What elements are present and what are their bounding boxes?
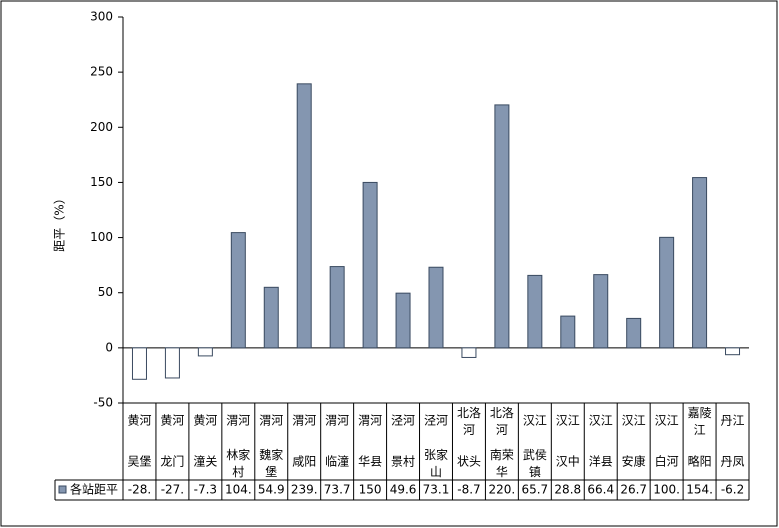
value-label: -27. (161, 483, 184, 497)
category-label: 状头 (457, 455, 481, 469)
category-label: 魏家堡 (259, 447, 283, 479)
value-label: 66.4 (587, 483, 614, 497)
value-label: 28.8 (554, 483, 581, 497)
category-label: 汉江 (589, 414, 613, 428)
category-label: 龙门 (160, 454, 184, 469)
category-label: 汉江 (556, 414, 580, 428)
bar (329, 266, 345, 349)
value-label: 73.1 (423, 483, 450, 497)
value-label: 220. (489, 483, 516, 497)
bar (527, 274, 543, 349)
bar (560, 315, 576, 349)
bar (725, 347, 741, 356)
category-label: 黄河 (127, 414, 151, 428)
y-tick-label: 200 (90, 120, 113, 134)
legend-label: 各站距平 (70, 482, 118, 497)
value-label: 26.7 (620, 483, 647, 497)
category-label: 吴堡 (127, 454, 151, 469)
category-label: 渭河 (292, 414, 316, 428)
bar (296, 83, 312, 349)
bar (230, 232, 246, 349)
category-label: 汉江 (655, 414, 679, 428)
y-tick-label: 250 (90, 65, 113, 79)
category-label: 武侯镇 (523, 448, 547, 479)
y-tick-label: 50 (98, 285, 113, 299)
category-label: 黄河 (160, 414, 184, 428)
category-label: 咸阳 (292, 455, 316, 469)
y-tick-label: -50 (93, 396, 113, 410)
bar (494, 104, 510, 349)
category-label: 汉中 (556, 454, 580, 469)
bar (659, 236, 675, 349)
category-label: 汉江 (523, 414, 547, 428)
category-label: 白河 (655, 454, 679, 469)
category-label: 渭河 (358, 414, 382, 428)
value-label: 73.7 (324, 483, 351, 497)
bar (362, 181, 378, 349)
category-label: 丹凤 (721, 455, 745, 469)
legend-swatch (58, 485, 67, 494)
category-label: 渭河 (226, 414, 250, 428)
bar (593, 274, 609, 349)
value-label: -7.3 (194, 483, 217, 497)
value-label: 154. (686, 483, 713, 497)
bar (164, 347, 180, 379)
value-label: 100. (653, 483, 680, 497)
category-label: 林家村 (226, 447, 250, 479)
bar (461, 347, 477, 358)
bar (692, 177, 708, 349)
category-label: 泾河 (424, 414, 448, 428)
category-label: 渭河 (259, 414, 283, 428)
category-label: 汉江 (622, 414, 646, 428)
category-label: 潼关 (193, 454, 217, 469)
category-label: 南荣华 (490, 447, 514, 479)
category-label: 嘉陵江 (688, 406, 712, 437)
category-label: 黄河 (193, 414, 217, 428)
value-label: 104. (225, 483, 252, 497)
category-label: 略阳 (688, 454, 712, 469)
category-label: 张家山 (424, 447, 448, 479)
bar (428, 266, 444, 349)
y-tick-label: 150 (90, 175, 113, 189)
bar (197, 347, 213, 357)
bar (131, 347, 147, 380)
y-tick-label: 100 (90, 230, 113, 244)
y-tick-label: 0 (105, 340, 113, 354)
category-label: 泾河 (391, 414, 415, 428)
value-label: 239. (291, 483, 318, 497)
value-label: -8.7 (457, 483, 480, 497)
y-axis-label: 距平（%） (53, 192, 67, 251)
value-label: -28. (128, 483, 151, 497)
category-label: 渭河 (325, 414, 349, 428)
category-label: 丹江 (721, 414, 745, 428)
category-label: 华县 (358, 455, 382, 469)
value-label: 49.6 (390, 483, 417, 497)
category-label: 北洛河 (490, 405, 514, 437)
bar (395, 292, 411, 349)
y-tick-label: 300 (90, 10, 113, 24)
category-label: 安康 (622, 454, 646, 469)
value-label: -6.2 (721, 483, 744, 497)
bar (263, 286, 279, 349)
value-label: 54.9 (258, 483, 285, 497)
value-label: 150 (359, 483, 382, 497)
category-label: 临潼 (325, 454, 349, 469)
category-label: 北洛河 (457, 405, 481, 437)
bar (626, 317, 642, 349)
value-label: 65.7 (521, 483, 548, 497)
category-label: 景村 (391, 455, 415, 469)
category-label: 洋县 (589, 454, 613, 469)
